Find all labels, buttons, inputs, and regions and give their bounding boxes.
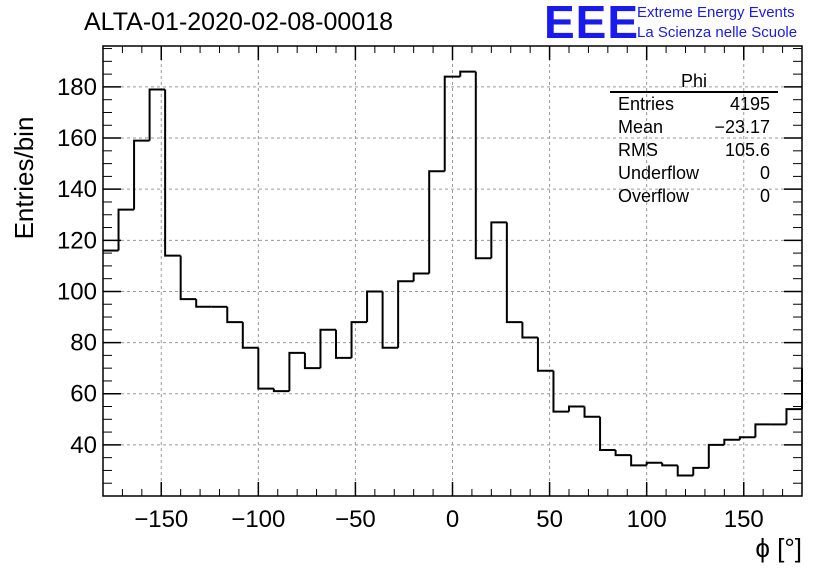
histogram-bin [645, 461, 663, 466]
histogram-bin [133, 139, 150, 210]
stats-value: 0 [759, 186, 770, 206]
histogram-bin [583, 406, 601, 418]
histogram-bin [707, 443, 725, 468]
plot-title: ALTA-01-2020-02-08-00018 [84, 8, 393, 36]
histogram-bin [272, 388, 290, 393]
stats-value: 0 [759, 163, 770, 183]
histogram-bin [350, 321, 368, 358]
grid-lines [103, 46, 802, 496]
stats-value: −23.17 [714, 117, 770, 137]
x-tick-label: −150 [134, 506, 188, 533]
y-tick-label: 80 [70, 330, 97, 357]
histogram-bin [661, 462, 678, 467]
histogram-bin [568, 405, 585, 412]
histogram-bin [692, 466, 709, 476]
y-axis-label: Entries/bin [9, 117, 39, 240]
histogram-bin [397, 280, 414, 348]
histogram-bin [599, 416, 616, 451]
stats-label: Mean [618, 117, 664, 137]
y-tick-label: 120 [57, 227, 97, 254]
axes: −150 −100 −50 0 50 100 150 40 60 80 100 120 140 160 18… [57, 45, 803, 533]
histogram-bin [179, 255, 197, 301]
histogram-bin [785, 408, 802, 425]
stats-row-rms: RMS 105.6 [610, 139, 778, 162]
histogram-bin [319, 328, 336, 369]
histogram-bin [148, 88, 166, 141]
histogram-bin [474, 71, 492, 260]
stats-row-underflow: Underflow 0 [610, 162, 778, 185]
histogram-bin [164, 89, 181, 257]
eee-logo-mark: EEE [544, 0, 640, 48]
histogram-bin [195, 299, 212, 308]
stats-row-entries: Entries 4195 [610, 93, 778, 116]
histogram-bin [754, 423, 771, 438]
histogram-bin [241, 322, 259, 349]
histogram-bin [552, 370, 569, 413]
stats-label: Overflow [618, 186, 690, 206]
stats-row-mean: Mean −23.17 [610, 116, 778, 139]
y-tick-label: 180 [57, 74, 97, 101]
histogram-bin [303, 352, 321, 370]
stats-label: Entries [618, 94, 675, 114]
histogram-bin [335, 329, 352, 359]
histogram-bin [521, 322, 538, 339]
x-tick-label: −50 [335, 506, 376, 533]
histogram-bin [381, 291, 399, 349]
histogram-bin [614, 449, 632, 457]
histogram-bin [630, 455, 647, 467]
x-tick-label: 50 [536, 506, 563, 533]
stats-value: 105.6 [724, 140, 770, 160]
stats-title: Phi [610, 72, 778, 93]
y-tick-label: 160 [57, 125, 97, 152]
y-tick-label: 60 [70, 381, 97, 408]
histogram-bin [412, 272, 430, 282]
stats-label: Underflow [618, 163, 700, 183]
histogram-bin [459, 70, 476, 77]
y-tick-label: 140 [57, 176, 97, 203]
x-axis-label: ϕ [°] [755, 533, 802, 563]
histogram-bin [366, 290, 383, 323]
x-tick-label: 0 [446, 506, 459, 533]
eee-logo: EEE Extreme Energy Events La Scienza nel… [544, 0, 834, 48]
histogram-bin [428, 170, 445, 274]
logo-tagline-line1: Extreme Energy Events [637, 4, 795, 21]
logo-tagline-line2: La Scienza nelle Scuole [637, 24, 798, 41]
histogram-bin [723, 438, 740, 445]
histogram-bin [257, 347, 274, 390]
y-tick-label: 40 [70, 432, 97, 459]
stats-box: Phi Entries 4195 Mean −23.17 RMS 105.6 U… [610, 72, 778, 208]
histogram-bin [443, 75, 461, 172]
x-tick-label: 150 [724, 506, 764, 533]
histogram-bin [490, 221, 507, 259]
histogram-bin [117, 208, 135, 251]
stats-value: 4195 [729, 94, 770, 114]
histogram-bin [226, 306, 243, 324]
y-tick-label: 100 [57, 278, 97, 305]
stats-row-overflow: Overflow 0 [610, 185, 778, 208]
histogram-bin [288, 351, 305, 392]
histogram-bin [738, 436, 756, 440]
x-tick-label: 100 [627, 506, 667, 533]
histogram-bin [505, 222, 523, 324]
x-tick-label: −100 [231, 506, 285, 533]
histogram-bin [536, 337, 554, 372]
histogram-bin [676, 465, 694, 477]
stats-label: RMS [618, 140, 658, 160]
